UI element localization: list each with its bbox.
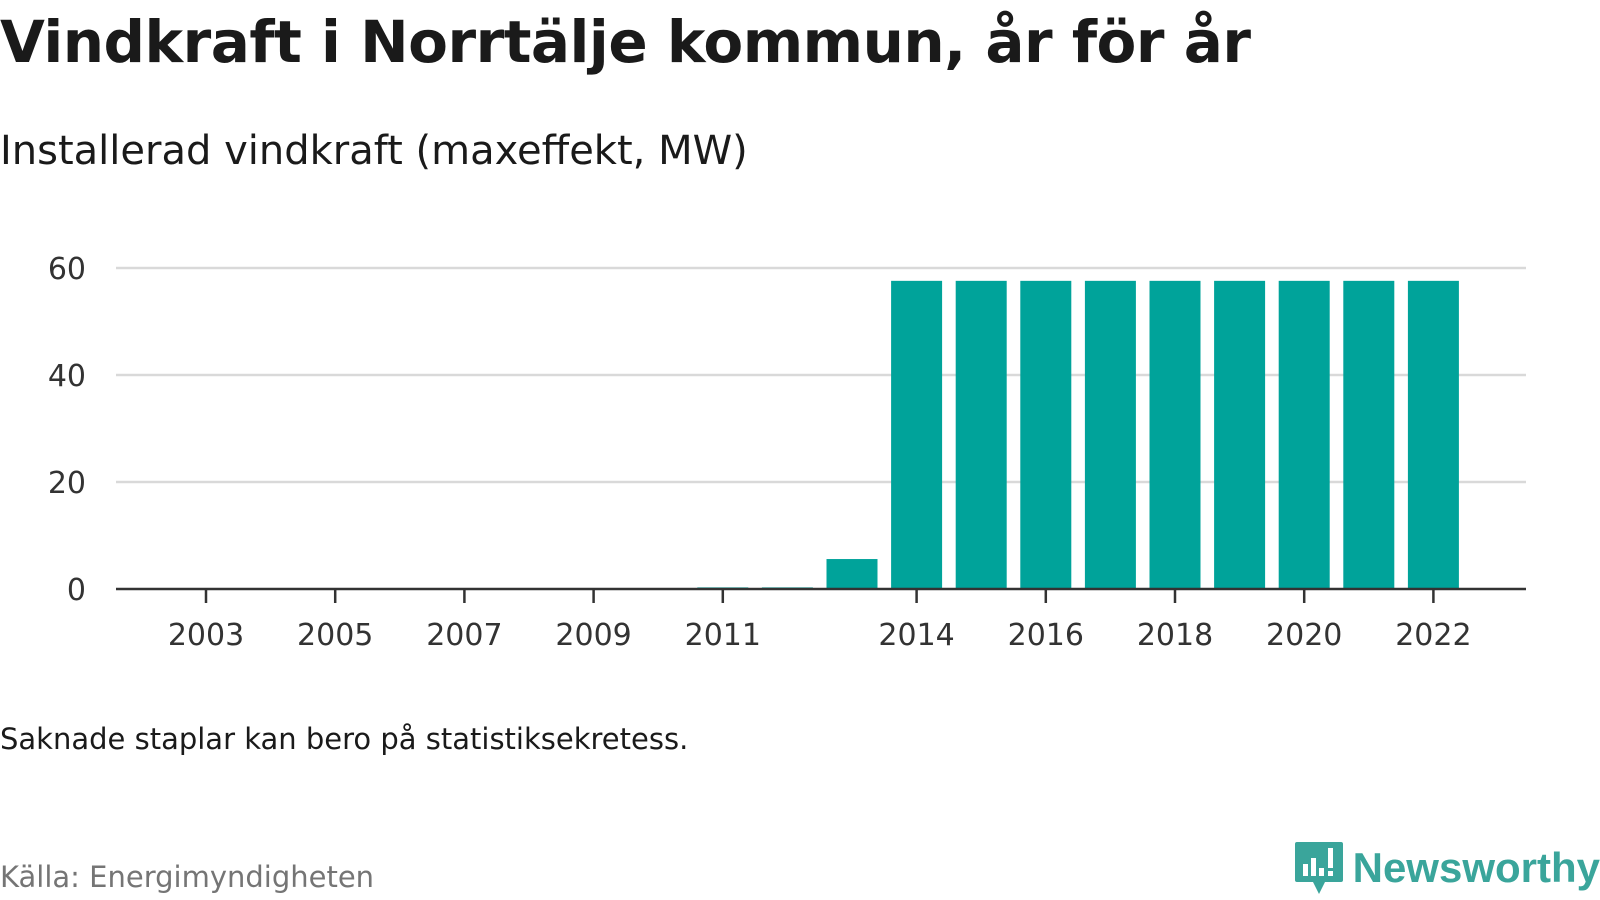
x-tick-label: 2014 xyxy=(878,618,954,653)
brand-name: Newsworthy xyxy=(1352,844,1600,891)
bars xyxy=(697,280,1459,589)
bar-2019 xyxy=(1214,280,1266,589)
bar-2015 xyxy=(955,280,1007,589)
bar-chart: 0 20 40 60 2003 2005 2007 2009 2011 2014 2016 2018 2… xyxy=(48,252,1526,653)
source-credit: Källa: Energimyndigheten xyxy=(0,860,375,894)
bar-2013 xyxy=(826,559,878,589)
x-tick-label: 2018 xyxy=(1137,618,1213,653)
chart-title: Vindkraft i Norrtälje kommun, år för år xyxy=(0,8,1251,76)
bar-2014 xyxy=(891,280,943,589)
bar-2017 xyxy=(1084,280,1136,589)
bar-2021 xyxy=(1343,280,1395,589)
x-tick-label: 2011 xyxy=(685,618,761,653)
x-tick-label: 2016 xyxy=(1008,618,1084,653)
y-tick-label: 20 xyxy=(48,466,86,501)
x-tick-label: 2022 xyxy=(1395,618,1471,653)
bar-2016 xyxy=(1020,280,1072,589)
chart-subtitle: Installerad vindkraft (maxeffekt, MW) xyxy=(0,128,748,174)
y-tick-label: 40 xyxy=(48,359,86,394)
bar-2022 xyxy=(1407,280,1459,589)
x-tick-label: 2003 xyxy=(168,618,244,653)
x-tick-label: 2007 xyxy=(426,618,502,653)
bar-2020 xyxy=(1278,280,1330,589)
y-tick-label: 60 xyxy=(48,252,86,287)
y-tick-label: 0 xyxy=(67,573,86,608)
axes: 0 20 40 60 2003 2005 2007 2009 2011 2014 2016 2018 2… xyxy=(48,252,1526,653)
x-tick-label: 2009 xyxy=(555,618,631,653)
x-tick-label: 2005 xyxy=(297,618,373,653)
bar-2018 xyxy=(1149,280,1201,589)
x-tick-label: 2020 xyxy=(1266,618,1342,653)
newsworthy-logo: Newsworthy xyxy=(1293,840,1600,896)
chart-note: Saknade staplar kan bero på statistiksek… xyxy=(0,722,689,756)
chart-bubble-icon xyxy=(1294,842,1343,894)
